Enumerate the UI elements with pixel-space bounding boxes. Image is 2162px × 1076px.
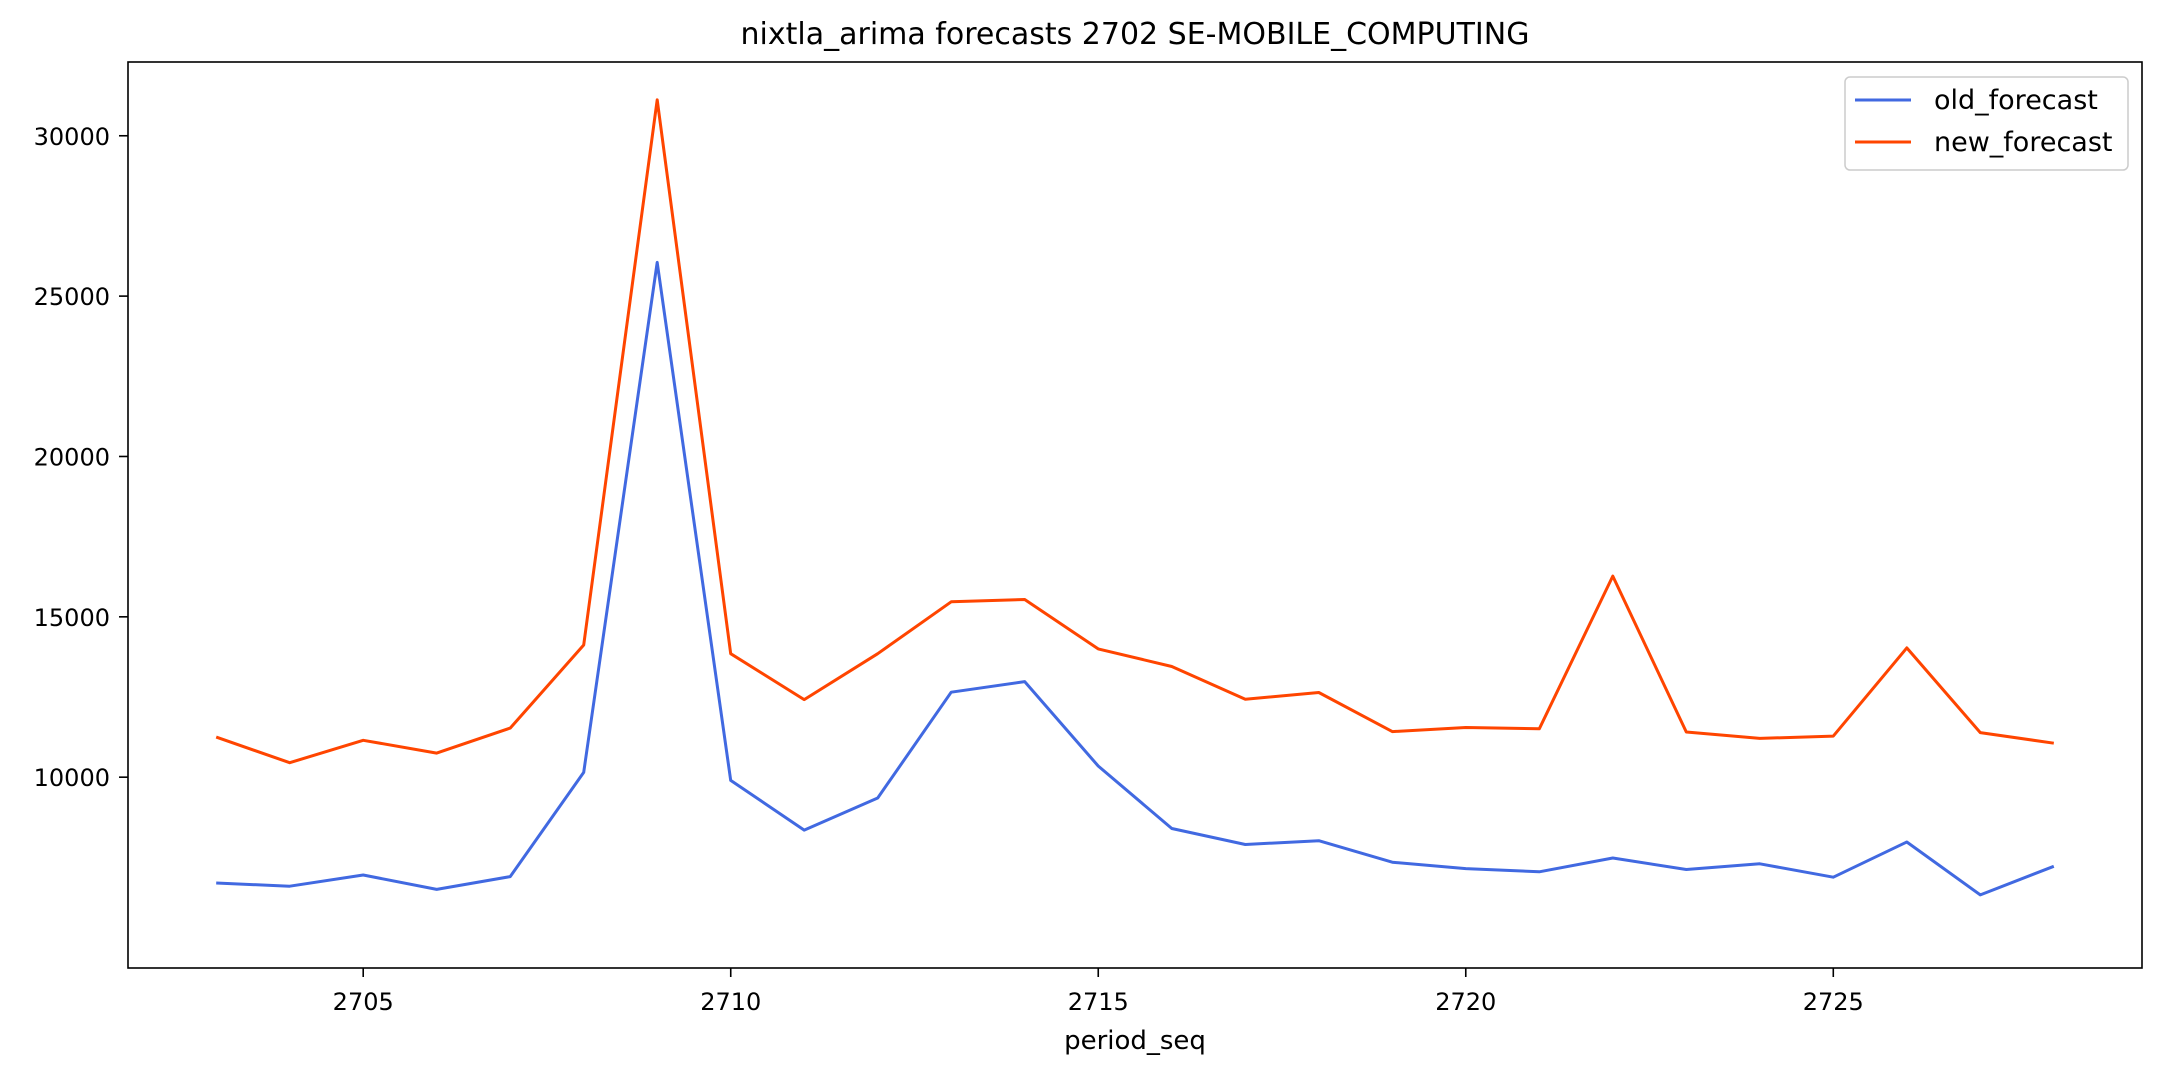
series-line-new_forecast xyxy=(215,98,2055,765)
y-tick-label: 25000 xyxy=(34,283,110,311)
legend-label-old_forecast: old_forecast xyxy=(1934,85,2098,116)
x-tick-label: 2705 xyxy=(333,988,394,1016)
x-tick-label: 2710 xyxy=(700,988,761,1016)
x-tick-label: 2725 xyxy=(1803,988,1864,1016)
series-layer xyxy=(215,98,2055,897)
x-tick-label: 2715 xyxy=(1068,988,1129,1016)
legend-label-new_forecast: new_forecast xyxy=(1934,127,2113,158)
y-axis: 10000 15000 20000 25000 30000 xyxy=(34,123,128,792)
x-axis-label: period_seq xyxy=(1064,1026,1206,1056)
y-tick-label: 10000 xyxy=(34,764,110,792)
x-tick-label: 2720 xyxy=(1435,988,1496,1016)
y-tick-label: 15000 xyxy=(34,604,110,632)
plot-frame xyxy=(127,61,2143,969)
legend-box xyxy=(1844,76,2129,171)
y-tick-label: 30000 xyxy=(34,123,110,151)
legend-entries: old_forecast new_forecast xyxy=(1855,85,2113,158)
legend: old_forecast new_forecast xyxy=(1844,76,2129,171)
series-line-old_forecast xyxy=(216,260,2055,897)
x-axis: 2705 2710 2715 2720 2725 xyxy=(333,968,1864,1016)
chart-title: nixtla_arima forecasts 2702 SE-MOBILE_CO… xyxy=(741,17,1530,52)
y-tick-label: 20000 xyxy=(34,443,110,471)
